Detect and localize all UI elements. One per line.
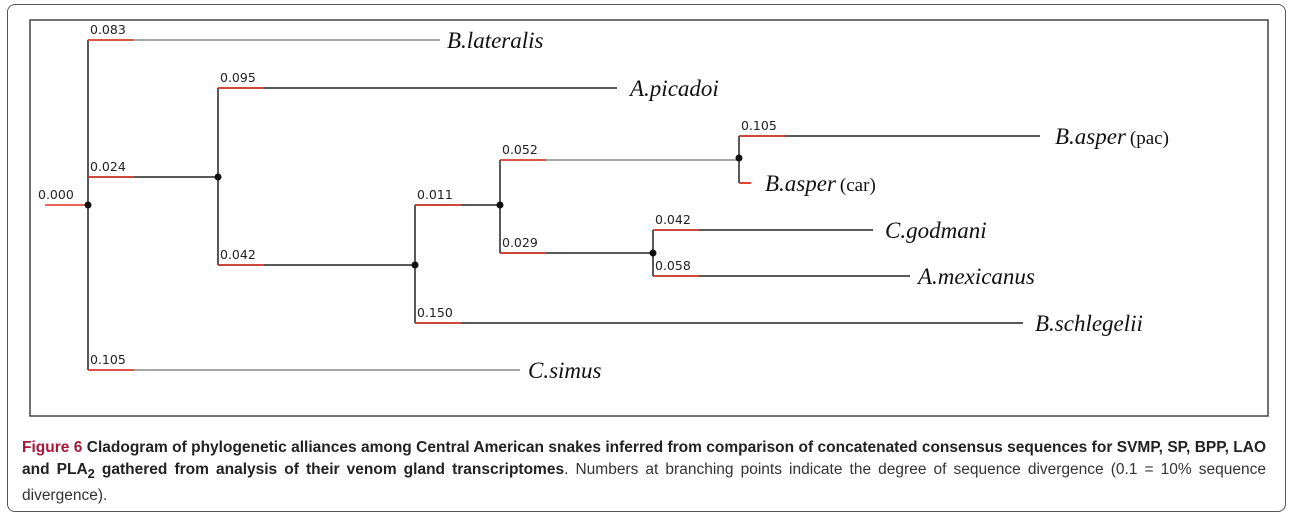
caption-subscript: 2: [87, 466, 95, 482]
branch-length: 0.105: [90, 352, 126, 367]
branch-length: 0.095: [220, 70, 256, 85]
caption-description: . Numbers at branching points indicate t…: [22, 461, 1266, 505]
node: [84, 201, 92, 209]
node: [214, 173, 222, 181]
branch-length: 0.024: [90, 159, 126, 174]
tree-box: [29, 19, 1269, 417]
taxon-label: B.asper (pac): [1055, 124, 1169, 149]
branch-length: 0.011: [417, 187, 453, 202]
figure-caption: Figure 6 Cladogram of phylogenetic allia…: [22, 437, 1266, 507]
taxon-name: A.mexicanus: [916, 264, 1035, 289]
node: [649, 249, 657, 257]
branch-length: 0.029: [502, 235, 538, 250]
figure-frame: [7, 4, 1286, 512]
figure-label: Figure 6: [22, 439, 83, 456]
branch-length: 0.000: [38, 187, 74, 202]
branch-length: 0.042: [220, 247, 256, 262]
branch-length: 0.058: [655, 258, 691, 273]
taxon-qualifier: (car): [840, 175, 876, 196]
taxon-label: A.picadoi: [628, 76, 719, 101]
caption-title-end: gathered from analysis of their venom gl…: [101, 461, 565, 478]
taxon-name: C.godmani: [885, 218, 987, 243]
caption-title: Cladogram of phylogenetic alliances amon…: [22, 439, 1266, 478]
node: [411, 261, 419, 269]
taxon-name: B.schlegelii: [1035, 311, 1143, 336]
taxon-name: C.simus: [528, 358, 602, 383]
taxon-label: B.lateralis: [447, 28, 544, 53]
taxon-name: A.picadoi: [628, 76, 719, 101]
taxon-qualifier: (pac): [1130, 128, 1169, 149]
taxon-name: B.asper: [765, 171, 837, 196]
taxon-label: C.simus: [528, 358, 602, 383]
taxon-label: A.mexicanus: [916, 264, 1035, 289]
branch-length: 0.083: [90, 22, 126, 37]
taxon-name: B.lateralis: [447, 28, 544, 53]
branch-length: 0.042: [655, 212, 691, 227]
branch-length: 0.052: [502, 142, 538, 157]
branch-length: 0.150: [417, 305, 453, 320]
taxon-label: B.schlegelii: [1035, 311, 1143, 336]
branch-length: 0.105: [741, 118, 777, 133]
taxon-label: B.asper (car): [765, 171, 876, 196]
node: [735, 154, 743, 162]
taxon-label: C.godmani: [885, 218, 987, 243]
cladogram: 0.000 0.083 0.024 0.095 0.042 0.011 0.052 0.105…: [29, 19, 1269, 417]
node: [496, 201, 504, 209]
taxon-name: B.asper: [1055, 124, 1127, 149]
